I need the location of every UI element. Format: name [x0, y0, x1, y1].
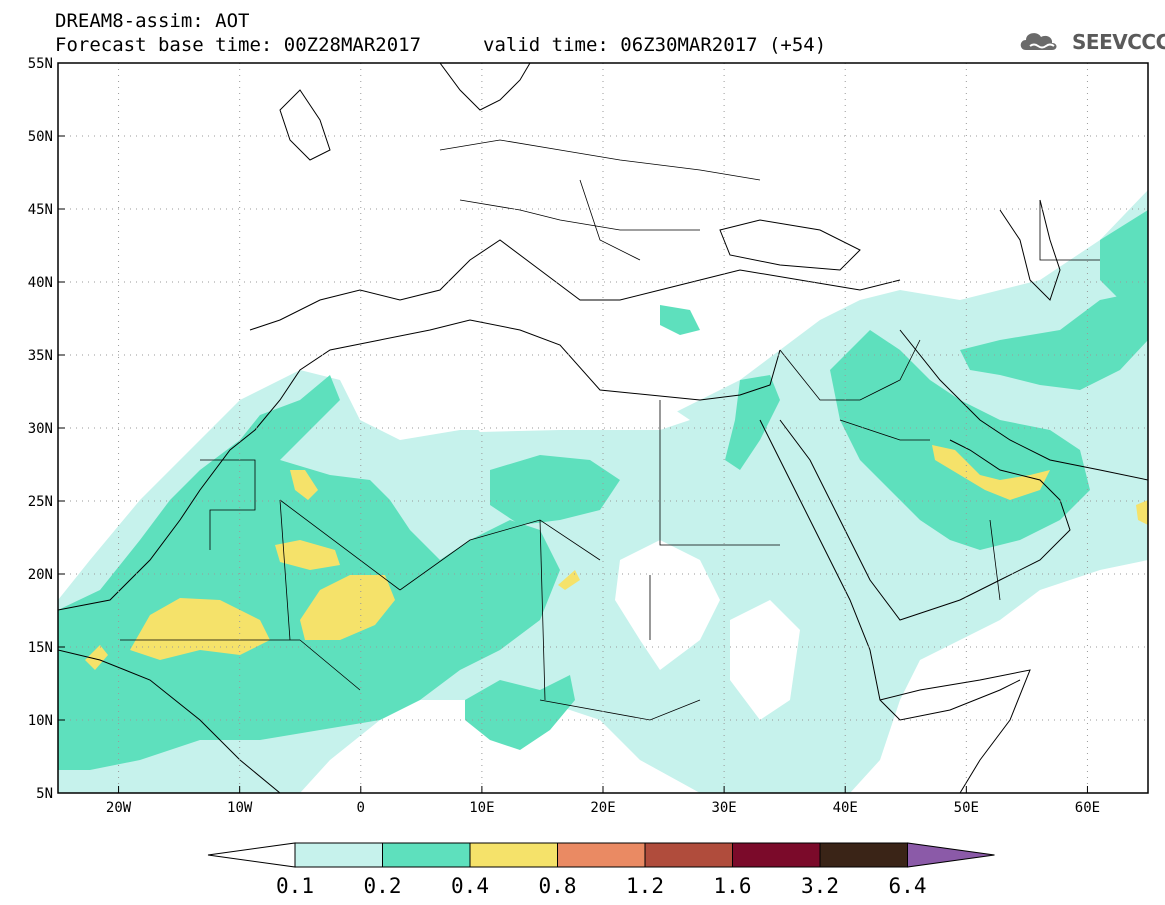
coastline-horn	[879, 669, 1031, 793]
lon-tick-label: 20W	[106, 800, 132, 816]
aot-region-iran	[960, 290, 1148, 390]
coastline-red-sea	[759, 419, 1021, 721]
lon-tick-label: 50E	[954, 800, 979, 816]
lon-tick-label: 0	[357, 800, 365, 816]
lat-tick-label: 40N	[28, 275, 53, 291]
cloud-logo-icon	[1020, 33, 1057, 50]
aot-region-west-africa	[58, 375, 560, 770]
coastline-europe	[249, 239, 901, 331]
lat-tick-label: 30N	[28, 421, 53, 437]
aot-region-yellow-sahara	[290, 470, 318, 500]
aot-region-caspian	[1100, 210, 1148, 300]
country-borders	[120, 139, 1100, 721]
lat-tick-label: 5N	[36, 786, 53, 802]
coastline-west-africa	[58, 319, 781, 611]
border-lines-asia	[779, 200, 1100, 601]
map-title: DREAM8-assim: AOT	[55, 10, 250, 32]
coastline-arabia	[779, 419, 1071, 621]
aot-region-aegean	[660, 305, 700, 335]
lon-tick-label: 20E	[590, 800, 615, 816]
lat-tick-label: 55N	[28, 56, 53, 72]
aot-region-levant	[725, 375, 780, 470]
aot-region-chad	[490, 455, 620, 525]
lat-tick-label: 35N	[28, 348, 53, 364]
aot-region-yellow-mali	[300, 575, 395, 640]
aot-region-yellow-dot-west	[85, 645, 108, 670]
aot-shading	[58, 190, 1148, 793]
lat-tick-label: 20N	[28, 567, 53, 583]
lat-tick-label: 10N	[28, 713, 53, 729]
aot-region-yellow-oman	[1136, 500, 1148, 525]
lon-tick-label: 10E	[469, 800, 494, 816]
coastline-persian-gulf	[899, 329, 1148, 481]
lat-tick-label: 45N	[28, 202, 53, 218]
aot-hole-libya	[470, 390, 690, 432]
valid-time: valid time: 06Z30MAR2017 (+54)	[483, 34, 827, 56]
coastline-caspian	[999, 199, 1061, 301]
aot-hole-sudan	[730, 600, 800, 720]
coastline-scandinavia	[439, 63, 531, 111]
lat-tick-label: 50N	[28, 129, 53, 145]
lon-tick-label: 60E	[1075, 800, 1100, 816]
aot-region-yellow-senegal	[130, 598, 270, 660]
aot-hole-egypt	[615, 540, 720, 670]
lon-tick-label: 40E	[833, 800, 858, 816]
lat-tick-label: 15N	[28, 640, 53, 656]
aot-region-yellow-sudan	[558, 570, 580, 590]
coastlines	[58, 63, 1148, 793]
lat-axis: 5N 10N 15N 20N 25N 30N 35N 40N 45N 50N 55N	[28, 56, 65, 802]
aot-region-yellow-gulf	[932, 445, 1050, 500]
forecast-base-time: Forecast base time: 00Z28MAR2017	[55, 34, 422, 56]
seevccc-logo: SEEVCCC	[1072, 30, 1165, 54]
border-lines-africa	[120, 400, 780, 721]
coastline-uk	[279, 89, 331, 161]
lat-tick-label: 25N	[28, 494, 53, 510]
aot-region-car	[465, 675, 575, 750]
lon-tick-label: 30E	[711, 800, 736, 816]
aot-region-yellow-mauritania	[275, 540, 340, 570]
coastline-guinea	[58, 649, 281, 793]
border-lines-europe	[439, 139, 761, 261]
lon-tick-label: 10W	[227, 800, 253, 816]
lon-axis: 20W 10W 0 10E 20E 30E 40E 50E 60E	[106, 786, 1100, 816]
coastline-black-sea	[719, 219, 861, 271]
